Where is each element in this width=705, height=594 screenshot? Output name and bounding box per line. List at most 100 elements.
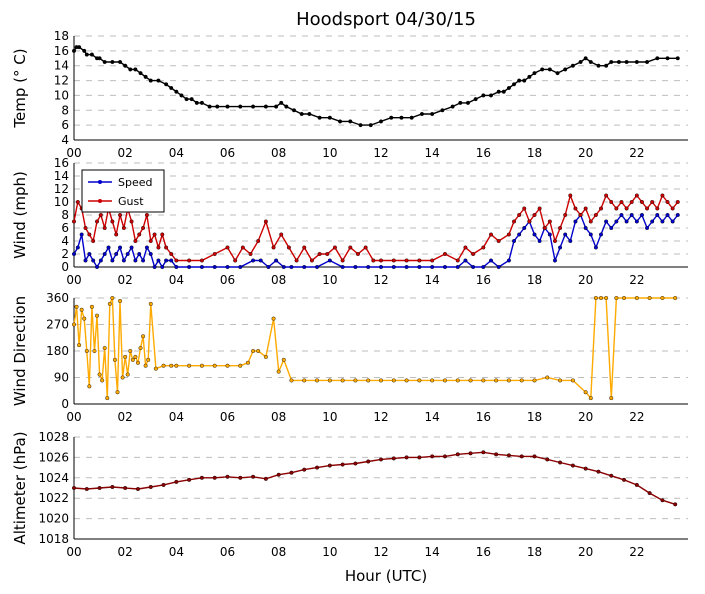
data-point — [114, 251, 119, 256]
y-tick-label: 1022 — [38, 491, 69, 505]
data-point — [135, 487, 140, 492]
data-point — [289, 470, 294, 475]
data-point — [71, 486, 76, 491]
data-point — [430, 111, 435, 116]
data-point — [187, 363, 192, 368]
data-point — [634, 482, 639, 487]
data-point — [118, 60, 123, 65]
y-tick-label: 18 — [54, 29, 69, 43]
data-point — [87, 232, 92, 237]
data-point — [174, 479, 179, 484]
y-tick-label: 2 — [61, 247, 69, 261]
data-point — [547, 232, 552, 237]
data-point — [583, 56, 588, 61]
data-point — [399, 115, 404, 120]
data-point — [353, 461, 358, 466]
data-point — [455, 258, 460, 263]
data-point — [133, 258, 138, 263]
data-point — [233, 258, 238, 263]
data-point — [532, 454, 537, 459]
legend-marker — [98, 180, 102, 184]
data-point — [366, 378, 371, 383]
data-point — [442, 251, 447, 256]
data-point — [161, 482, 166, 487]
data-point — [128, 67, 133, 72]
y-tick-label: 14 — [54, 169, 69, 183]
data-point — [442, 265, 447, 270]
data-point — [340, 265, 345, 270]
series-altimeter — [71, 450, 678, 507]
data-point — [71, 219, 76, 224]
data-point — [289, 378, 294, 383]
data-point — [98, 212, 103, 217]
data-point — [430, 265, 435, 270]
data-point — [489, 232, 494, 237]
data-point — [102, 251, 107, 256]
data-point — [215, 104, 220, 109]
data-point — [542, 225, 547, 230]
data-point — [496, 89, 501, 94]
data-point — [596, 63, 601, 68]
data-point — [379, 378, 384, 383]
x-tick-label: 08 — [271, 545, 286, 559]
x-tick-label: 04 — [169, 410, 184, 424]
x-tick-label: 06 — [220, 545, 235, 559]
data-point — [624, 219, 629, 224]
data-point — [121, 258, 126, 263]
data-point — [84, 52, 89, 57]
data-point — [558, 225, 563, 230]
y-tick-label: 1028 — [38, 430, 69, 444]
x-tick-label: 02 — [118, 146, 133, 160]
series-direction — [71, 296, 678, 401]
data-point — [169, 363, 174, 368]
data-point — [292, 108, 297, 113]
y-tick-label: 1024 — [38, 471, 69, 485]
data-point — [256, 238, 261, 243]
data-point — [527, 74, 532, 79]
data-point — [156, 245, 161, 250]
data-point — [547, 67, 552, 72]
data-point — [442, 378, 447, 383]
data-point — [391, 265, 396, 270]
x-tick-label: 10 — [322, 545, 337, 559]
y-tick-label: 6 — [61, 221, 69, 235]
x-tick-label: 20 — [578, 273, 593, 287]
data-point — [368, 123, 373, 128]
data-point — [284, 104, 289, 109]
data-point — [519, 454, 524, 459]
data-point — [199, 100, 204, 105]
data-point — [199, 258, 204, 263]
data-point — [83, 225, 88, 230]
data-point — [419, 111, 424, 116]
data-point — [417, 258, 422, 263]
data-point — [77, 45, 82, 50]
y-tick-label: 0 — [61, 397, 69, 411]
data-point — [279, 232, 284, 237]
x-tick-label: 08 — [271, 410, 286, 424]
data-point — [207, 104, 212, 109]
data-point — [629, 212, 634, 217]
data-point — [563, 212, 568, 217]
data-point — [517, 212, 522, 217]
figure-title: Hoodsport 04/30/15 — [296, 9, 476, 30]
data-point — [481, 245, 486, 250]
data-point — [110, 219, 115, 224]
data-point — [647, 491, 652, 496]
data-point — [609, 225, 614, 230]
data-point — [481, 265, 486, 270]
data-point — [92, 349, 97, 354]
data-point — [583, 466, 588, 471]
data-point — [106, 245, 111, 250]
y-tick-label: 0 — [61, 260, 69, 274]
data-point — [673, 296, 678, 301]
data-point — [532, 232, 537, 237]
data-point — [164, 258, 169, 263]
data-point — [545, 457, 550, 462]
data-point — [537, 206, 542, 211]
data-point — [115, 390, 120, 395]
x-axis-label: Hour (UTC) — [345, 567, 427, 585]
data-point — [133, 354, 138, 359]
data-point — [481, 450, 486, 455]
data-point — [279, 100, 284, 105]
